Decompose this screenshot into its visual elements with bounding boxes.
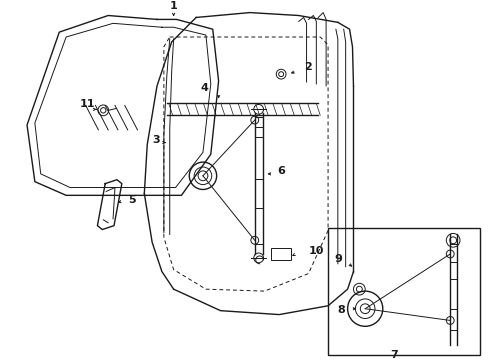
Bar xyxy=(271,248,290,260)
Text: 8: 8 xyxy=(337,305,345,315)
Text: 2: 2 xyxy=(303,62,311,72)
Text: 5: 5 xyxy=(128,195,136,205)
Text: 9: 9 xyxy=(333,254,341,264)
Text: 10: 10 xyxy=(308,246,323,256)
Text: 3: 3 xyxy=(152,135,160,145)
Text: 1: 1 xyxy=(169,1,177,11)
Text: 6: 6 xyxy=(277,166,285,176)
Bar xyxy=(327,228,479,355)
Text: 11: 11 xyxy=(80,99,95,109)
Text: 7: 7 xyxy=(390,350,398,360)
Text: 4: 4 xyxy=(201,83,208,93)
